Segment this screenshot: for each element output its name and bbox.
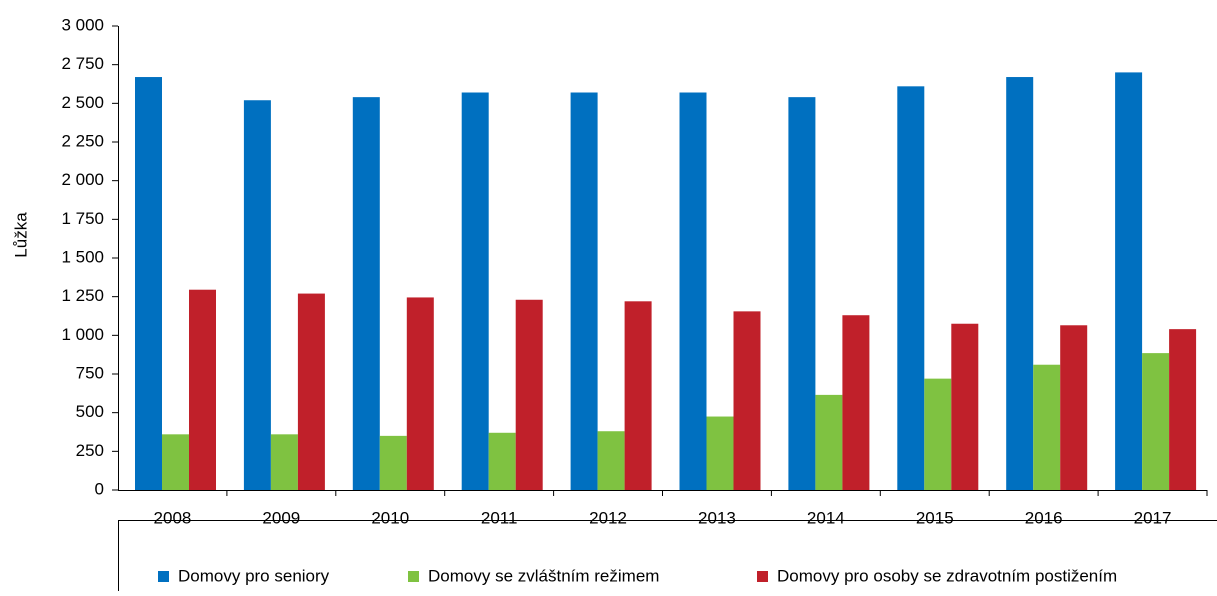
bar [1142, 353, 1169, 490]
bar [298, 294, 325, 490]
y-tick-label: 2 500 [61, 93, 104, 112]
bar [1033, 365, 1060, 490]
bar [842, 315, 869, 490]
x-tick-label: 2015 [916, 508, 954, 527]
legend-swatch [158, 571, 169, 582]
y-tick-label: 2 750 [61, 54, 104, 73]
bar [380, 436, 407, 490]
bar [707, 417, 734, 490]
x-tick-label: 2016 [1025, 508, 1063, 527]
y-tick-label: 1 250 [61, 286, 104, 305]
bar [244, 100, 271, 490]
bar [271, 434, 298, 490]
bar [924, 379, 951, 490]
bar [680, 93, 707, 490]
bar [462, 93, 489, 490]
bar [1115, 72, 1142, 490]
x-tick-label: 2014 [807, 508, 845, 527]
bar [1169, 329, 1196, 490]
bar [571, 93, 598, 490]
x-tick-label: 2013 [698, 508, 736, 527]
legend-label: Domovy pro osoby se zdravotním postižení… [777, 566, 1117, 585]
y-tick-label: 2 250 [61, 131, 104, 150]
bar [162, 434, 189, 490]
y-tick-label: 1 500 [61, 247, 104, 266]
y-axis-label: Lůžka [11, 212, 30, 258]
y-tick-label: 500 [76, 402, 104, 421]
y-tick-label: 250 [76, 441, 104, 460]
bar [598, 431, 625, 490]
x-tick-label: 2008 [154, 508, 192, 527]
legend-label: Domovy se zvláštním režimem [428, 566, 659, 585]
bar [353, 97, 380, 490]
bar [625, 301, 652, 490]
bar [734, 311, 761, 490]
x-tick-label: 2010 [371, 508, 409, 527]
legend-label: Domovy pro seniory [178, 566, 330, 585]
x-tick-label: 2017 [1134, 508, 1172, 527]
legend-swatch [408, 571, 419, 582]
x-tick-label: 2012 [589, 508, 627, 527]
y-tick-label: 3 000 [61, 15, 104, 34]
y-tick-label: 0 [95, 479, 104, 498]
bar [135, 77, 162, 490]
bar [407, 297, 434, 490]
y-tick-label: 1 750 [61, 209, 104, 228]
bar [189, 290, 216, 490]
y-tick-label: 2 000 [61, 170, 104, 189]
bar [951, 324, 978, 490]
bar [1006, 77, 1033, 490]
bar [489, 433, 516, 490]
y-tick-label: 1 000 [61, 325, 104, 344]
x-tick-label: 2011 [481, 508, 518, 527]
bar [516, 300, 543, 490]
bar [897, 86, 924, 490]
x-tick-label: 2009 [262, 508, 300, 527]
bar [1060, 325, 1087, 490]
bar [788, 97, 815, 490]
legend-swatch [757, 571, 768, 582]
y-tick-label: 750 [76, 363, 104, 382]
bar [815, 395, 842, 490]
